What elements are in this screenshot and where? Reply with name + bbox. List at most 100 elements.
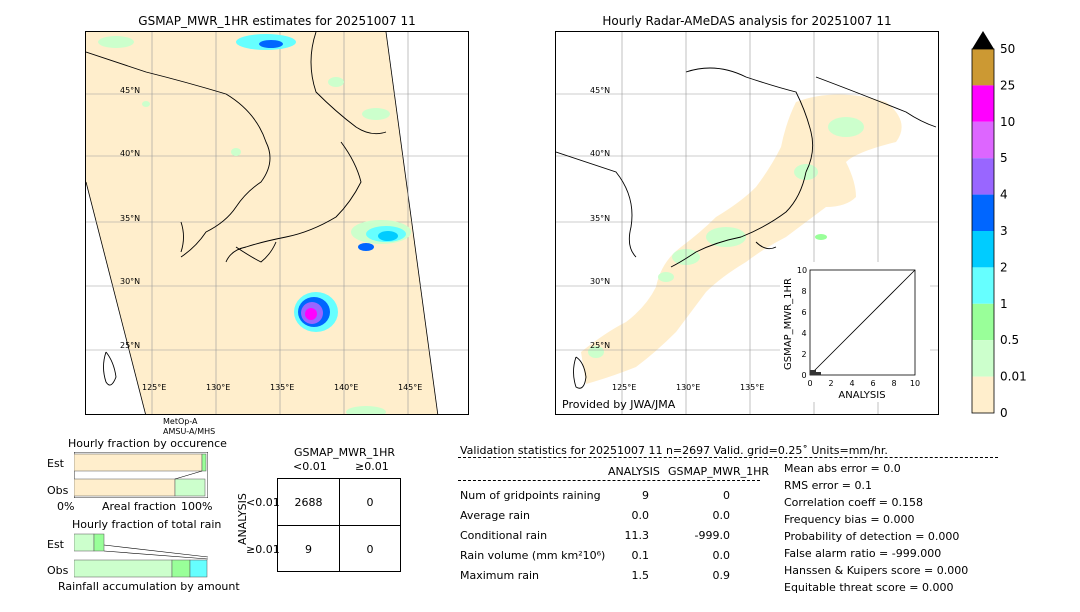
scatter-xtick: 4 [849, 379, 854, 388]
colorbar-label: 10 [1000, 115, 1015, 129]
left-map[interactable]: 45°N 40°N 35°N 30°N 25°N 125°E 130°E 135… [85, 31, 469, 415]
row-label-est: Est [47, 538, 64, 551]
colorbar-label: 3 [1000, 224, 1008, 238]
score-line: Frequency bias = 0.000 [784, 513, 915, 526]
obs-bar-dry [73, 478, 176, 497]
left-lat-label: 45°N [120, 86, 140, 95]
axis-right-label: 100% [181, 500, 213, 513]
stats-row-label: Conditional rain [460, 529, 548, 542]
colorbar-segment [972, 303, 994, 341]
scatter-ytick: 6 [801, 308, 806, 317]
score-line: Mean abs error = 0.0 [784, 462, 901, 475]
colorbar-segment [972, 85, 994, 122]
stats-row-analysis: 9 [642, 489, 649, 502]
rain-axis-label: Rainfall accumulation by amount [58, 580, 240, 593]
right-lat-label: 40°N [590, 149, 610, 158]
contingency-cell: 2688 [294, 496, 323, 509]
colorbar-segment [972, 49, 994, 86]
colorbar-label: 5 [1000, 151, 1008, 165]
obs-rain-seg [73, 559, 173, 578]
axis-mid-label: Areal fraction [102, 500, 177, 513]
colorbar-segment [972, 158, 994, 195]
scatter-xlabel: ANALYSIS [838, 390, 885, 401]
score-line: Probability of detection = 0.000 [784, 530, 960, 543]
stats-row-label: Average rain [460, 509, 530, 522]
colorbar-label: 0.5 [1000, 333, 1019, 347]
scores-list: Mean abs error = 0.0 RMS error = 0.1 Corre… [784, 462, 968, 598]
scatter-ylabel: GSMAP_MWR_1HR [783, 278, 794, 370]
scatter-ytick: 8 [801, 287, 806, 296]
scatter-ytick: 10 [797, 266, 807, 275]
radar-coverage [581, 94, 902, 384]
left-lat-label: 40°N [120, 149, 140, 158]
colorbar-segment [972, 376, 994, 413]
stats-row: Rain volume (mm km²10⁶) 0.1 0.0 [460, 549, 760, 569]
right-lat-label: 45°N [590, 86, 610, 95]
contingency-col-ge: ≥0.01 [355, 460, 389, 473]
stats-row: Maximum rain 1.5 0.9 [460, 569, 760, 589]
contingency-cell: 9 [305, 543, 312, 556]
contingency-row-ge: ≥0.01 [246, 543, 280, 556]
contingency-row-lt: <0.01 [246, 496, 280, 509]
left-lon-label: 130°E [206, 383, 230, 392]
satellite-note: AMSU-A/MHS [163, 427, 216, 436]
colorbar-label: 0.01 [1000, 370, 1027, 384]
contingency-cell: 0 [366, 496, 374, 509]
row-label-obs: Obs [47, 564, 69, 577]
radar-credit: Provided by JWA/JMA [562, 398, 676, 411]
fraction-rain-chart [73, 533, 209, 579]
right-lat-label: 25°N [590, 341, 610, 350]
stats-row-label: Num of gridpoints raining [460, 489, 601, 502]
colorbar-label: 2 [1000, 260, 1008, 274]
right-lat-label: 30°N [590, 277, 610, 286]
validation-header: Validation statistics for 20251007 11 n=… [460, 444, 888, 457]
colorbar-segment [972, 340, 994, 377]
score-line: False alarm ratio = -999.000 [784, 547, 942, 560]
stats-row-label: Rain volume (mm km²10⁶) [460, 549, 606, 562]
satellite-note: MetOp-A [163, 417, 198, 426]
stats-table: Num of gridpoints raining 9 0 Average rain 0… [460, 489, 760, 589]
score-line: Correlation coeff = 0.158 [784, 496, 923, 509]
stats-row-analysis: 0.1 [631, 549, 650, 562]
colorbar-arrow [972, 31, 994, 49]
stats-row-gsmap: 0.0 [712, 509, 731, 522]
stats-row-gsmap: -999.0 [694, 529, 730, 542]
stats-row-label: Maximum rain [460, 569, 539, 582]
stats-row-gsmap: 0.0 [712, 549, 731, 562]
stats-row-analysis: 0.0 [631, 509, 650, 522]
stats-row: Num of gridpoints raining 9 0 [460, 489, 760, 509]
scatter-xtick: 8 [891, 379, 896, 388]
scatter-ytick: 0 [801, 371, 806, 380]
left-map-canvas: 45°N 40°N 35°N 30°N 25°N 125°E 130°E 135… [86, 32, 468, 414]
score-line: RMS error = 0.1 [784, 479, 872, 492]
coastline [556, 67, 937, 389]
scatter-ytick: 4 [801, 329, 806, 338]
coastline [86, 32, 387, 386]
scatter-xtick: 2 [828, 379, 833, 388]
colorbar-label: 50 [1000, 42, 1015, 56]
obs-bar-wet [174, 478, 206, 497]
est-bar-wet [201, 453, 207, 472]
fraction-rain-title: Hourly fraction of total rain [72, 518, 222, 531]
right-lat-label: 35°N [590, 214, 610, 223]
header-divider [458, 457, 998, 458]
rain-features [98, 34, 411, 414]
left-lat-label: 25°N [120, 341, 140, 350]
contingency-col-lt: <0.01 [293, 460, 327, 473]
one-to-one-line [809, 269, 916, 376]
left-map-grid [86, 32, 468, 414]
contingency-cell: 0 [366, 543, 374, 556]
obs-rain-seg [189, 559, 208, 578]
stats-row: Average rain 0.0 0.0 [460, 509, 760, 529]
obs-rain-seg [171, 559, 191, 578]
colorbar-label: 4 [1000, 188, 1008, 202]
contingency-title: GSMAP_MWR_1HR [294, 446, 396, 459]
right-lon-label: 130°E [676, 383, 700, 392]
left-lon-label: 135°E [270, 383, 294, 392]
col-gsmap: GSMAP_MWR_1HR [668, 465, 770, 478]
col-analysis: ANALYSIS [608, 465, 660, 478]
right-lon-label: 135°E [740, 383, 764, 392]
right-lon-label: 125°E [612, 383, 636, 392]
left-lon-label: 125°E [142, 383, 166, 392]
scatter-ytick: 2 [801, 350, 806, 359]
